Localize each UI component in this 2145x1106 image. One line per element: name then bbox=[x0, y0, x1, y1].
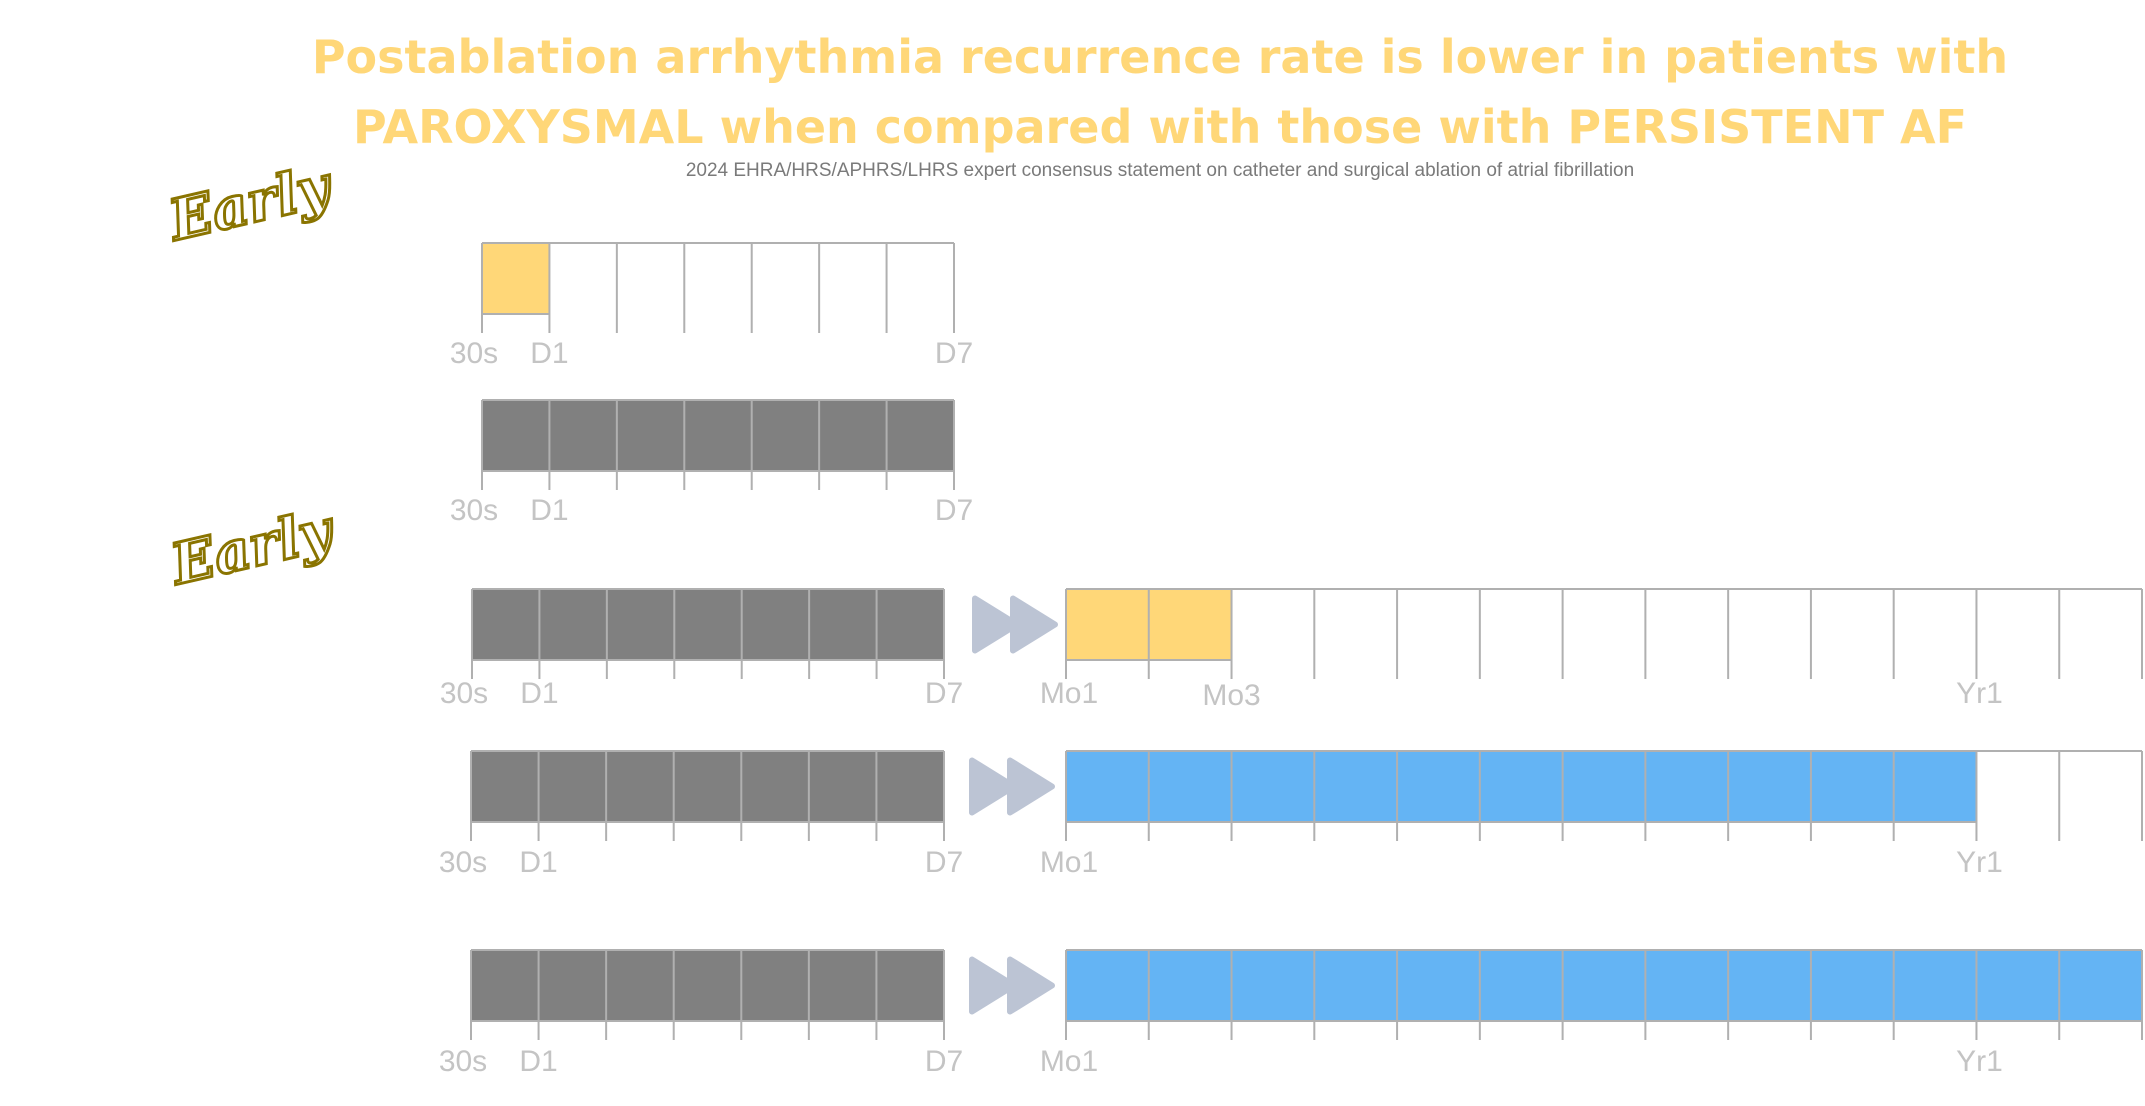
tick-label: 30s bbox=[439, 846, 487, 879]
tick-label: D1 bbox=[530, 494, 568, 527]
day-block-fill bbox=[471, 751, 944, 822]
tick-label: Mo3 bbox=[1202, 679, 1260, 712]
arrow-icon bbox=[1007, 956, 1055, 1015]
early-timeline-1: 30s D1 D7 bbox=[450, 242, 973, 370]
page-subtitle: 2024 EHRA/HRS/APHRS/LHRS expert consensu… bbox=[685, 160, 1635, 181]
arrow-icon bbox=[1010, 595, 1058, 654]
day-block-fill bbox=[471, 950, 944, 1021]
tick-label: 30s bbox=[440, 677, 488, 710]
arrow-icon bbox=[1007, 757, 1055, 816]
tick-label: Mo1 bbox=[1040, 677, 1098, 710]
tick-label: D1 bbox=[530, 337, 568, 370]
tick-label: D7 bbox=[935, 494, 973, 527]
arrow-icon bbox=[969, 956, 1017, 1015]
tick-label: D7 bbox=[925, 677, 963, 710]
tick-label: Yr1 bbox=[1956, 1045, 2003, 1078]
day-block-fill bbox=[472, 589, 944, 660]
month-block-fill bbox=[1066, 950, 2142, 1021]
late-timeline-2: 30s D1 D7 Mo1 Yr1 bbox=[439, 750, 2143, 879]
page-title: Postablation arrhythmia recurrence rate … bbox=[311, 30, 2009, 154]
tick-label: Mo1 bbox=[1040, 846, 1098, 879]
tick-label: D1 bbox=[520, 677, 558, 710]
tick-label: Yr1 bbox=[1956, 677, 2003, 710]
early-timeline-2: 30s D1 D7 bbox=[450, 399, 973, 527]
tick-label: Yr1 bbox=[1956, 846, 2003, 879]
tick-label: D1 bbox=[519, 846, 557, 879]
late-timeline-3: 30s D1 D7 Mo1 Yr1 bbox=[439, 949, 2143, 1078]
arrow-icon bbox=[972, 595, 1020, 654]
tick-label: D7 bbox=[925, 846, 963, 879]
tick-label: D7 bbox=[935, 337, 973, 370]
arrow-icon bbox=[969, 757, 1017, 816]
month-block-fill bbox=[1066, 751, 1977, 822]
tick-label: D7 bbox=[925, 1045, 963, 1078]
tick-label: Mo1 bbox=[1040, 1045, 1098, 1078]
day-block-fill bbox=[482, 243, 550, 314]
tick-label: D1 bbox=[519, 1045, 557, 1078]
late-timeline-1: 30s D1 D7 Mo1 Mo3 Yr1 bbox=[440, 588, 2143, 712]
day-block-fill bbox=[482, 400, 954, 471]
tick-label: 30s bbox=[450, 337, 498, 370]
tick-label: 30s bbox=[439, 1045, 487, 1078]
tick-label: 30s bbox=[450, 494, 498, 527]
